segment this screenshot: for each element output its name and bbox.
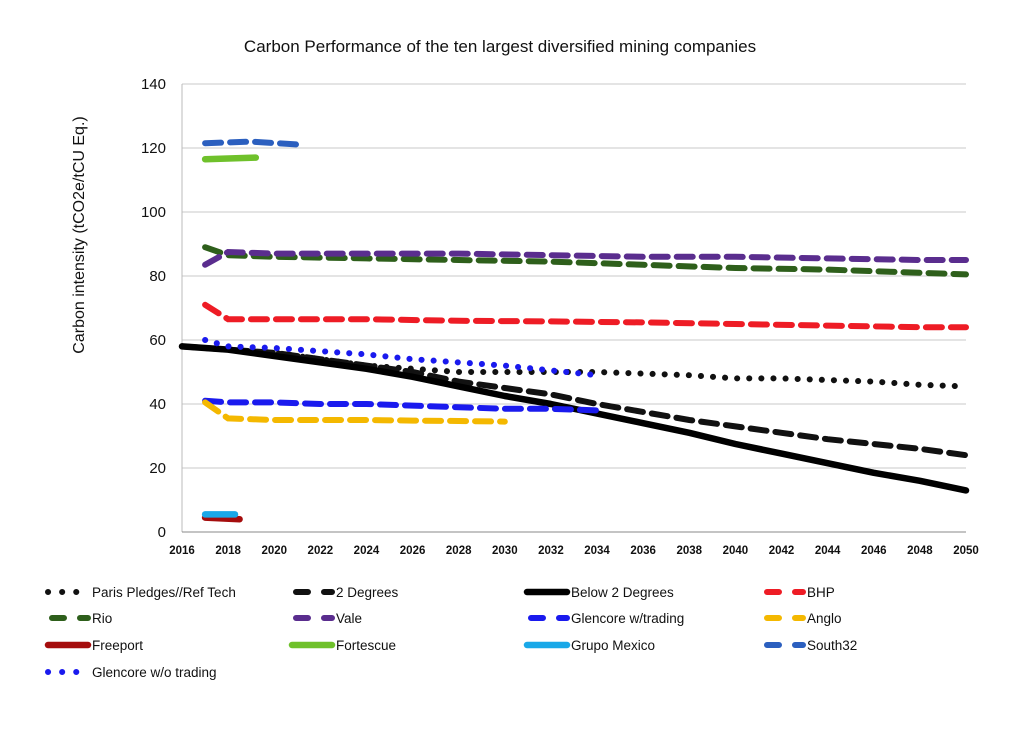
y-tick-label: 40 xyxy=(149,396,166,413)
legend-label: Fortescue xyxy=(336,638,396,653)
x-tick-label: 2026 xyxy=(400,545,426,557)
y-tick-label: 80 xyxy=(149,268,166,285)
x-tick-label: 2050 xyxy=(953,545,979,557)
x-tick-label: 2038 xyxy=(676,545,702,557)
y-tick-label: 120 xyxy=(141,140,166,157)
x-tick-label: 2018 xyxy=(215,545,241,557)
y-tick-label: 60 xyxy=(149,332,166,349)
x-tick-label: 2046 xyxy=(861,545,887,557)
legend-label: Rio xyxy=(92,611,112,626)
y-tick-label: 0 xyxy=(158,524,166,541)
axes xyxy=(181,84,966,533)
x-tick-labels: 2016 2018 2020 2022 2024 2026 2028 2030 2032 2034… xyxy=(169,545,979,557)
series-line-south32 xyxy=(202,138,305,148)
x-tick-label: 2024 xyxy=(354,545,380,557)
legend-label: Anglo xyxy=(807,611,842,626)
chart-title: Carbon Performance of the ten largest di… xyxy=(244,37,756,56)
y-tick-label: 100 xyxy=(141,204,166,221)
series-lines xyxy=(178,138,970,523)
x-tick-label: 2034 xyxy=(584,545,610,557)
x-tick-label: 2028 xyxy=(446,545,472,557)
series-line-below-2-degrees xyxy=(178,343,970,494)
series-line-rio xyxy=(202,244,969,278)
legend-label: Vale xyxy=(336,611,362,626)
legend: Paris Pledges//Ref Tech 2 Degrees Below 2 … xyxy=(44,585,857,680)
series-line-glencore-w-o-trading xyxy=(202,337,601,379)
y-tick-label: 20 xyxy=(149,460,166,477)
y-tick-label: 140 xyxy=(141,76,166,93)
x-tick-label: 2016 xyxy=(169,545,195,557)
series-line-freeport xyxy=(201,514,243,523)
series-line-glencore-w-trading xyxy=(202,397,601,414)
x-tick-label: 2032 xyxy=(538,545,564,557)
series-line-fortescue xyxy=(201,154,260,163)
x-tick-label: 2042 xyxy=(769,545,795,557)
legend-label: Freeport xyxy=(92,638,143,653)
x-tick-label: 2020 xyxy=(261,545,287,557)
series-line-anglo xyxy=(202,399,508,425)
x-tick-label: 2048 xyxy=(907,545,933,557)
legend-label: Glencore w/trading xyxy=(571,611,684,626)
series-line-vale xyxy=(202,248,969,268)
legend-label: BHP xyxy=(807,585,835,600)
x-tick-label: 2036 xyxy=(630,545,656,557)
legend-label: Paris Pledges//Ref Tech xyxy=(92,585,236,600)
y-axis-label: Carbon intensity (tCO2e/tCU Eq.) xyxy=(71,116,88,353)
legend-label: Grupo Mexico xyxy=(571,638,655,653)
legend-label: Glencore w/o trading xyxy=(92,665,217,680)
legend-label: South32 xyxy=(807,638,857,653)
x-tick-label: 2040 xyxy=(723,545,749,557)
legend-label: Below 2 Degrees xyxy=(571,585,674,600)
y-tick-labels: 0 20 40 60 80 100 120 140 xyxy=(141,76,166,541)
x-tick-label: 2044 xyxy=(815,545,841,557)
x-tick-label: 2030 xyxy=(492,545,518,557)
legend-label: 2 Degrees xyxy=(336,585,399,600)
x-tick-label: 2022 xyxy=(308,545,334,557)
series-line-bhp xyxy=(202,301,969,331)
